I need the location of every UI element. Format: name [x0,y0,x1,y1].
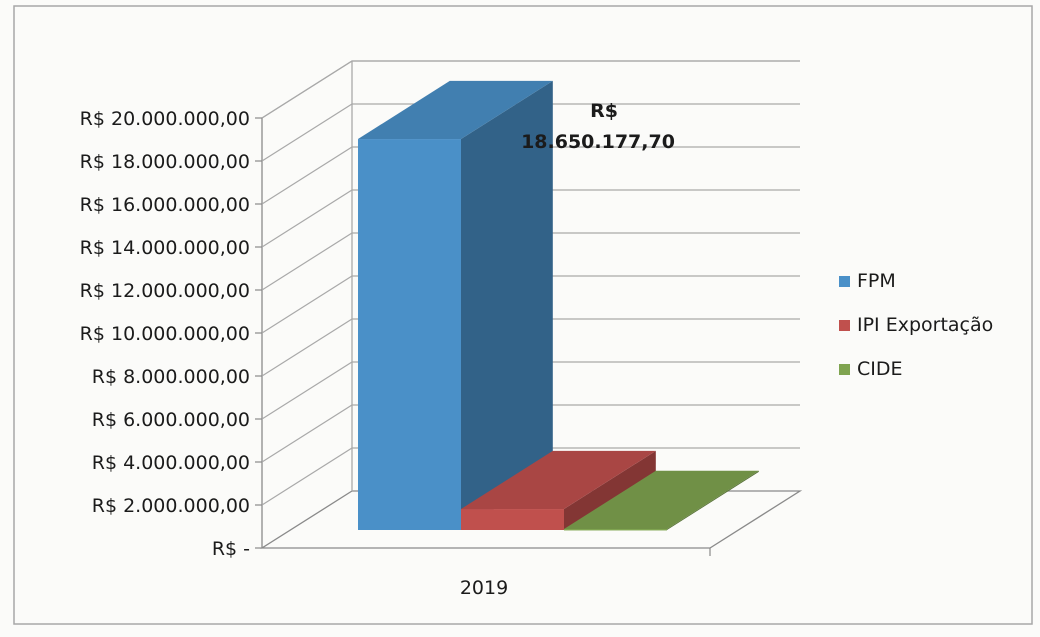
gridline [261,447,800,506]
bar-top [564,470,759,529]
y-tick-label: R$ 14.000.000,00 [80,237,250,259]
data-label-currency: R$ [590,100,618,122]
y-tick-label: R$ 12.000.000,00 [80,280,250,302]
chart-floor [259,490,803,549]
legend-label: IPI Exportação [857,314,993,336]
data-labels: R$ 18.650.177,70 [521,100,675,153]
bar-top [461,450,656,509]
legend-swatch [839,320,850,331]
gridline [261,232,800,291]
data-label-value: 18.650.177,70 [521,131,675,153]
y-tick-label: R$ 4.000.000,00 [92,452,250,474]
gridline [261,275,800,334]
y-tick-label: R$ 6.000.000,00 [92,409,250,431]
bar-front [564,528,667,531]
legend-swatch [839,276,850,287]
y-tick-label: R$ 18.000.000,00 [80,151,250,173]
y-tick-label: R$ 20.000.000,00 [80,108,250,130]
gridline [261,146,800,205]
legend-label: FPM [857,270,896,292]
gridline [261,60,800,119]
x-category-label: 2019 [460,577,508,599]
bar-side [461,80,553,531]
gridlines [261,60,800,506]
gridline [261,361,800,420]
y-tick-label: R$ 10.000.000,00 [80,323,250,345]
x-axis-categories: 2019 [460,577,508,599]
y-axis-ticks: R$ - R$ 2.000.000,00 R$ 4.000.000,00 R$ 6.0… [80,108,711,560]
y-tick-label: R$ 16.000.000,00 [80,194,250,216]
bar-top [358,80,553,139]
bars [358,80,759,531]
legend-swatch [839,364,850,375]
y-tick-label: R$ 8.000.000,00 [92,366,250,388]
bar-cide [564,470,759,531]
legend-item: IPI Exportação [839,314,993,336]
legend-item: FPM [839,270,896,292]
bar-front [461,509,564,530]
bar-front [358,139,461,530]
bar-side [667,470,759,530]
y-tick-label: R$ 2.000.000,00 [92,495,250,517]
floor-plane [259,490,803,549]
gridline [261,189,800,248]
gridline [261,318,800,377]
legend-item: CIDE [839,358,903,380]
bar-fpm [358,80,553,531]
y-tick-label: R$ - [212,538,250,560]
bar-side [564,450,656,530]
legend-label: CIDE [857,358,903,380]
bar-ipi-exporta-o [461,450,656,530]
chart-border [13,5,1033,625]
gridline [261,103,800,162]
gridline [261,404,800,463]
legend: FPM IPI Exportação CIDE [839,270,993,380]
